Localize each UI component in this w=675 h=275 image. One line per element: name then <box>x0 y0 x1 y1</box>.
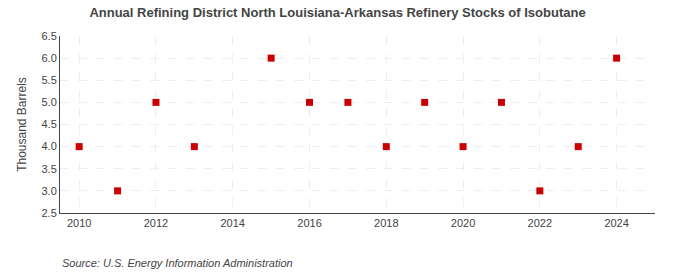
svg-text:6.5: 6.5 <box>42 30 57 42</box>
svg-text:6.0: 6.0 <box>42 52 57 64</box>
svg-text:Thousand Barrels: Thousand Barrels <box>15 77 29 172</box>
svg-text:2018: 2018 <box>374 217 398 229</box>
svg-text:2024: 2024 <box>604 217 628 229</box>
svg-text:2.5: 2.5 <box>42 207 57 219</box>
svg-text:Annual Refining District North: Annual Refining District North Louisiana… <box>89 5 585 20</box>
svg-text:3.0: 3.0 <box>42 185 57 197</box>
svg-text:2016: 2016 <box>297 217 321 229</box>
svg-text:Source: U.S. Energy Informatio: Source: U.S. Energy Information Administ… <box>62 257 293 269</box>
svg-text:5.5: 5.5 <box>42 74 57 86</box>
svg-text:5.0: 5.0 <box>42 96 57 108</box>
svg-text:2022: 2022 <box>528 217 552 229</box>
svg-text:2020: 2020 <box>451 217 475 229</box>
svg-text:4.5: 4.5 <box>42 118 57 130</box>
svg-text:4.0: 4.0 <box>42 140 57 152</box>
svg-text:2012: 2012 <box>144 217 168 229</box>
svg-text:2014: 2014 <box>220 217 244 229</box>
svg-text:2010: 2010 <box>67 217 91 229</box>
svg-text:3.5: 3.5 <box>42 163 57 175</box>
